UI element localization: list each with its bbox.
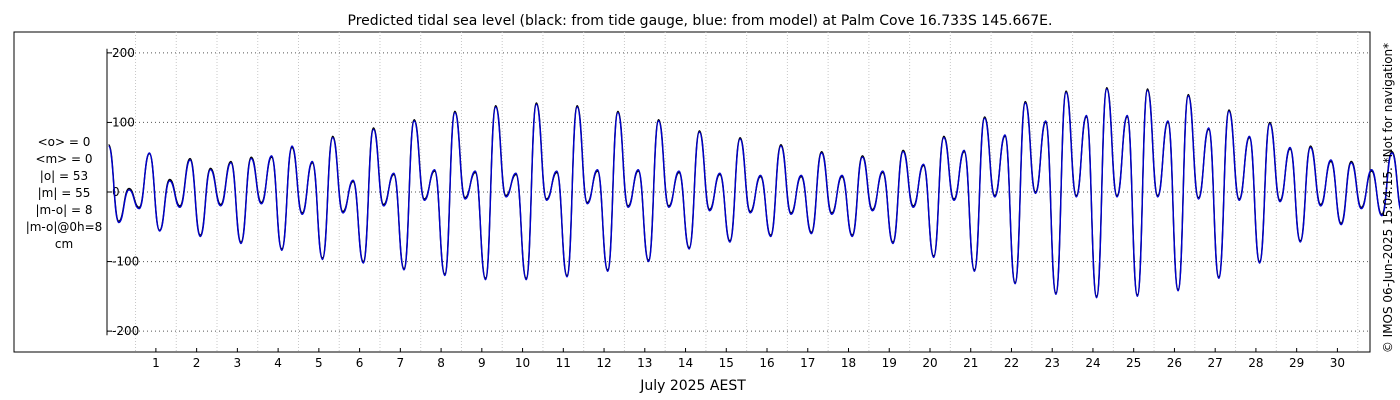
x-tick-label: 16 bbox=[759, 356, 774, 370]
stats-line: <m> = 0 bbox=[35, 152, 92, 166]
x-tick-label: 11 bbox=[556, 356, 571, 370]
y-tick-label: 0 bbox=[112, 185, 120, 199]
y-tick-label: 200 bbox=[112, 46, 135, 60]
x-tick-label: 17 bbox=[800, 356, 815, 370]
series-line-model bbox=[107, 88, 1400, 299]
x-tick-label: 18 bbox=[841, 356, 856, 370]
x-tick-label: 10 bbox=[515, 356, 530, 370]
x-tick-label: 22 bbox=[1004, 356, 1019, 370]
x-tick-label: 8 bbox=[437, 356, 445, 370]
x-tick-label: 2 bbox=[193, 356, 201, 370]
x-tick-label: 9 bbox=[478, 356, 486, 370]
x-axis: 1 2 3 4 5 6 7 8 9 10 11 12 13 14 15 16 17 18 19 20 21 22 23 24 2… bbox=[152, 348, 1345, 370]
y-tick-label: -200 bbox=[112, 324, 139, 338]
x-tick-label: 25 bbox=[1126, 356, 1141, 370]
x-tick-label: 23 bbox=[1045, 356, 1060, 370]
x-tick-label: 26 bbox=[1167, 356, 1182, 370]
stats-line: |m-o| = 8 bbox=[36, 203, 93, 217]
x-tick-label: 7 bbox=[397, 356, 405, 370]
stats-line: |m| = 55 bbox=[38, 186, 91, 200]
x-tick-label: 3 bbox=[234, 356, 242, 370]
series-lines bbox=[107, 86, 1400, 299]
x-tick-label: 15 bbox=[719, 356, 734, 370]
x-tick-label: 14 bbox=[678, 356, 693, 370]
copyright-note: © IMOS 06-Jun-2025 15:04:15. *Not for na… bbox=[1381, 43, 1395, 353]
stats-line: |o| = 53 bbox=[40, 169, 88, 183]
stats-line: |m-o|@0h=8 bbox=[26, 220, 103, 234]
stats-block: <o> = 0 <m> = 0 |o| = 53 |m| = 55 |m-o| = 8 |… bbox=[26, 135, 103, 251]
series-line-tide-gauge bbox=[107, 86, 1400, 298]
outer-frame bbox=[13, 31, 1371, 353]
x-tick-label: 1 bbox=[152, 356, 160, 370]
y-axis: 200 100 0 -100 -200 bbox=[106, 46, 139, 338]
x-axis-label: July 2025 AEST bbox=[639, 378, 746, 394]
y-tick-label: -100 bbox=[112, 255, 139, 269]
x-tick-label: 13 bbox=[637, 356, 652, 370]
x-tick-label: 6 bbox=[356, 356, 364, 370]
x-tick-label: 5 bbox=[315, 356, 323, 370]
stats-line: cm bbox=[55, 237, 73, 251]
chart-title: Predicted tidal sea level (black: from t… bbox=[348, 13, 1053, 29]
x-tick-label: 24 bbox=[1085, 356, 1100, 370]
x-tick-label: 30 bbox=[1330, 356, 1345, 370]
x-tick-label: 20 bbox=[922, 356, 937, 370]
y-tick-label: 100 bbox=[112, 115, 135, 129]
grid-lines bbox=[107, 32, 1370, 352]
x-tick-label: 29 bbox=[1289, 356, 1304, 370]
x-tick-label: 4 bbox=[274, 356, 282, 370]
x-tick-label: 27 bbox=[1208, 356, 1223, 370]
x-tick-label: 21 bbox=[963, 356, 978, 370]
x-tick-label: 19 bbox=[882, 356, 897, 370]
x-tick-label: 28 bbox=[1248, 356, 1263, 370]
stats-line: <o> = 0 bbox=[38, 135, 91, 149]
x-tick-label: 12 bbox=[596, 356, 611, 370]
